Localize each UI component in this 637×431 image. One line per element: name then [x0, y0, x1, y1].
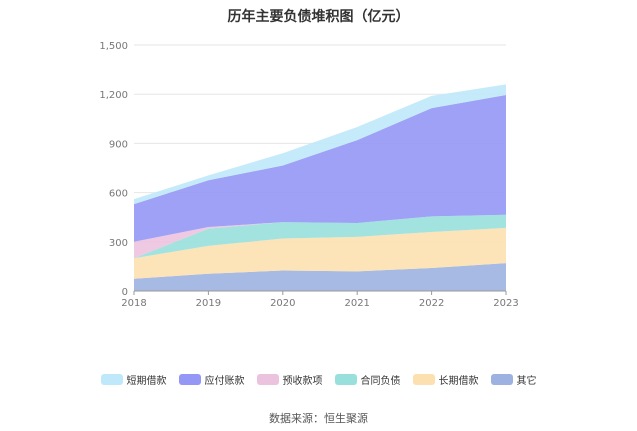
- y-tick-label: 900: [109, 139, 128, 150]
- legend-label: 应付账款: [204, 376, 245, 387]
- legend-item[interactable]: 预收款项: [256, 372, 323, 387]
- legend-swatch: [100, 374, 123, 385]
- legend-item[interactable]: 合同负债: [334, 372, 401, 387]
- legend-swatch: [490, 374, 513, 385]
- x-tick-label: 2018: [121, 298, 146, 309]
- x-tick-label: 2023: [493, 298, 518, 309]
- legend: 短期借款 应付账款 预收款项 合同负债 长期借款 其它: [0, 372, 637, 387]
- area-series-合同负债: [134, 214, 506, 259]
- axes: 0 300 600 900 1,200 1,500 2018 2019 2020 2021 2022…: [99, 41, 518, 309]
- x-tick-label: 2019: [196, 298, 221, 309]
- legend-swatch: [334, 374, 357, 385]
- area-series-其它: [134, 263, 506, 291]
- legend-label: 长期借款: [438, 376, 479, 387]
- x-tick-label: 2022: [419, 298, 444, 309]
- legend-item[interactable]: 长期借款: [412, 372, 479, 387]
- x-tick-label: 2021: [344, 298, 369, 309]
- legend-item[interactable]: 其它: [490, 372, 537, 387]
- source-note: 数据来源：恒生聚源: [269, 412, 368, 425]
- legend-swatch: [178, 374, 201, 385]
- legend-item[interactable]: 应付账款: [178, 372, 245, 387]
- y-tick-label: 0: [122, 287, 128, 298]
- legend-label: 其它: [516, 376, 537, 387]
- y-tick-label: 300: [109, 238, 128, 249]
- chart-title: 历年主要负债堆积图（亿元）: [227, 9, 410, 25]
- area-series: [134, 84, 506, 291]
- legend-item[interactable]: 短期借款: [100, 372, 167, 387]
- legend-swatch: [256, 374, 279, 385]
- legend-label: 短期借款: [126, 376, 167, 387]
- area-series-长期借款: [134, 227, 506, 279]
- area-series-短期借款: [134, 84, 506, 205]
- legend-label: 合同负债: [360, 376, 401, 387]
- x-tick-label: 2020: [270, 298, 295, 309]
- area-series-应付账款: [134, 95, 506, 242]
- y-tick-label: 1,500: [99, 41, 128, 52]
- y-tick-label: 600: [109, 189, 128, 200]
- legend-swatch: [412, 374, 435, 385]
- legend-label: 预收款项: [282, 376, 323, 387]
- y-tick-label: 1,200: [99, 90, 128, 101]
